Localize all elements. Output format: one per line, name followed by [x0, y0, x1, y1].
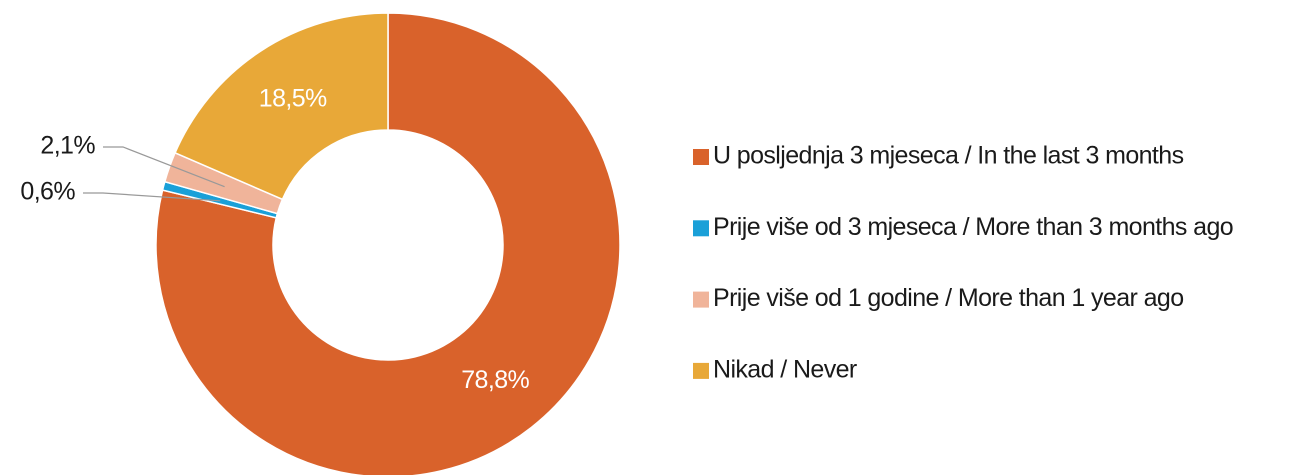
legend-label: Prije više od 1 godine / More than 1 yea…: [713, 284, 1184, 312]
leader-line: [83, 192, 221, 202]
legend-label: Nikad / Never: [713, 356, 857, 384]
data-label: 18,5%: [259, 85, 327, 113]
data-label: 0,6%: [20, 178, 75, 206]
slice: [155, 12, 621, 475]
legend-swatch: [693, 362, 709, 379]
legend-swatch: [693, 149, 709, 165]
leader-line: [103, 146, 225, 188]
slice: [174, 12, 389, 201]
legend-swatch: [693, 291, 709, 308]
data-label: 2,1%: [40, 132, 95, 160]
legend-label: U posljednja 3 mjeseca / In the last 3 m…: [713, 142, 1184, 170]
legend-swatch: [693, 220, 709, 237]
legend-label: Prije više od 3 mjeseca / More than 3 mo…: [713, 213, 1233, 241]
data-label: 78,8%: [461, 366, 529, 394]
